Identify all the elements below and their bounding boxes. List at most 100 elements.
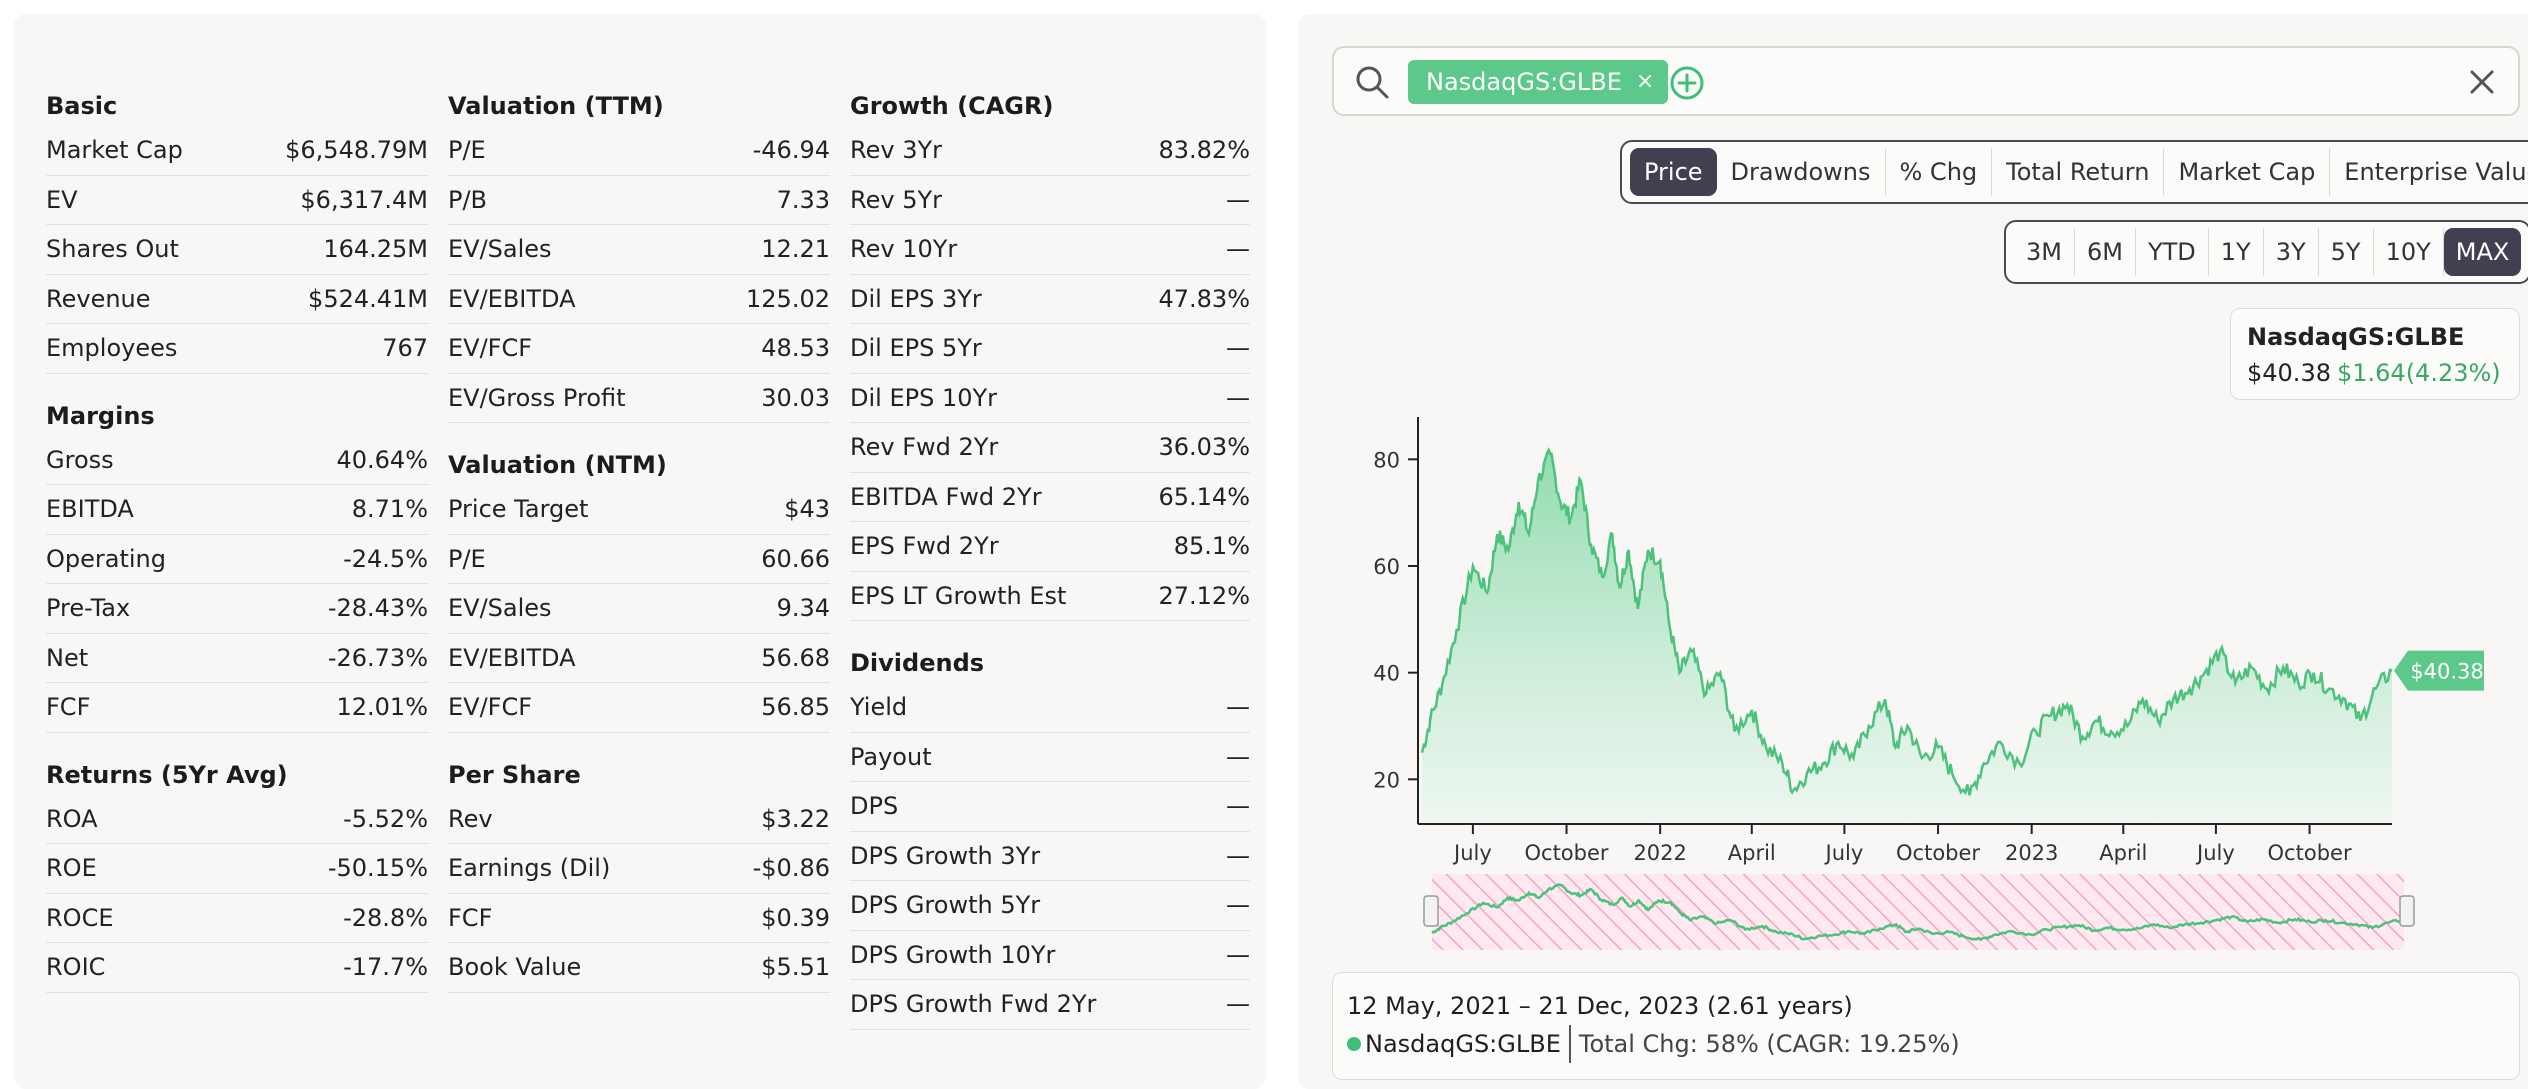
tab-price[interactable]: Price [1630, 148, 1717, 196]
stat-row-dil-eps-10yr: Dil EPS 10Yr — [850, 374, 1250, 423]
stat-value: $524.41M [308, 284, 428, 313]
ticker-chip[interactable]: NasdaqGS:GLBE × [1408, 60, 1669, 104]
stat-row-ebitda-fwd-2yr: EBITDA Fwd 2Yr 65.14% [850, 473, 1250, 522]
range-1y[interactable]: 1Y [2209, 228, 2264, 276]
ticker-search-bar[interactable]: NasdaqGS:GLBE × [1332, 46, 2520, 116]
stat-label: EV/Sales [448, 594, 552, 622]
tab-drawdowns[interactable]: Drawdowns [1717, 148, 1886, 196]
stat-label: Book Value [448, 953, 582, 981]
stat-row-ev-sales: EV/Sales 12.21 [448, 225, 830, 275]
price-area [1422, 450, 2392, 822]
stat-label: DPS Growth 10Yr [850, 940, 1056, 969]
stat-value: 8.71% [351, 495, 428, 523]
stat-value: $6,548.79M [285, 136, 428, 164]
range-6m[interactable]: 6M [2075, 228, 2136, 276]
stat-row-price-target: Price Target $43 [448, 485, 830, 535]
stat-label: Employees [46, 334, 178, 362]
summary-line: NasdaqGS:GLBE Total Chg: 58% (CAGR: 19.2… [1347, 1025, 2505, 1063]
stat-row-p-e: P/E 60.66 [448, 535, 830, 584]
tab-pct-chg[interactable]: % Chg [1886, 148, 1993, 196]
x-tick-label: October [1896, 841, 1980, 865]
x-tick-label: July [2195, 841, 2235, 865]
stat-value: $0.39 [761, 903, 830, 932]
quote-line: $40.38 $1.64(4.23%) [2247, 355, 2503, 391]
range-5y[interactable]: 5Y [2319, 228, 2374, 276]
stat-row-p-b: P/B 7.33 [448, 176, 830, 225]
stat-label: DPS Growth 3Yr [850, 841, 1041, 870]
stat-value: 12.21 [761, 235, 830, 263]
remove-ticker-icon[interactable]: × [1635, 69, 1655, 94]
stat-value: 9.34 [776, 594, 830, 622]
stat-label: ROIC [46, 953, 106, 981]
add-ticker-icon[interactable] [1668, 64, 1706, 102]
stat-value: — [1226, 990, 1250, 1018]
stat-row-dil-eps-5yr: Dil EPS 5Yr — [850, 324, 1250, 374]
section-title-per-share: Per Share [448, 760, 581, 789]
stat-value: -$0.86 [752, 854, 830, 882]
stat-label: Revenue [46, 284, 151, 313]
stat-value: 65.14% [1158, 482, 1250, 511]
date-range-text: 12 May, 2021 – 21 Dec, 2023 (2.61 years) [1347, 992, 1853, 1020]
stat-row-roe: ROE -50.15% [46, 844, 428, 894]
navigator-left-handle[interactable] [1423, 895, 1439, 927]
range-summary-card: 12 May, 2021 – 21 Dec, 2023 (2.61 years)… [1332, 972, 2520, 1080]
stat-label: Shares Out [46, 235, 179, 263]
stat-row-book-value: Book Value $5.51 [448, 943, 830, 993]
y-tick-label: 80 [1373, 448, 1400, 472]
ticker-chip-label: NasdaqGS:GLBE [1426, 68, 1622, 96]
range-3m[interactable]: 3M [2014, 228, 2075, 276]
navigator-line [1431, 883, 2405, 942]
stat-value: -24.5% [343, 544, 428, 573]
stats-column-1: Basic Market Cap $6,548.79M EV $6,317.4M Shar… [46, 78, 428, 993]
stat-row-gross: Gross 40.64% [46, 436, 428, 485]
y-tick-label: 20 [1373, 768, 1400, 792]
range-3y[interactable]: 3Y [2264, 228, 2319, 276]
x-tick-label: October [1525, 841, 1609, 865]
stat-label: Yield [850, 693, 908, 721]
section-title-valuation-ntm: Valuation (NTM) [448, 451, 667, 479]
x-tick-label: July [1452, 841, 1492, 865]
stat-value: — [1226, 185, 1250, 214]
clear-search-icon[interactable] [2466, 66, 2498, 98]
quote-change: $1.64(4.23%) [2336, 359, 2501, 387]
stat-label: FCF [46, 693, 91, 721]
tab-total-return[interactable]: Total Return [1992, 148, 2165, 196]
navigator-right-handle[interactable] [2399, 895, 2415, 927]
stat-row-rev: Rev $3.22 [448, 795, 830, 844]
tab-market-cap[interactable]: Market Cap [2164, 148, 2331, 196]
tab-enterprise-value[interactable]: Enterprise Value [2344, 158, 2528, 186]
range-max[interactable]: MAX [2443, 228, 2522, 276]
stat-value: -26.73% [327, 643, 428, 672]
total-change-text: Total Chg: 58% (CAGR: 19.25%) [1578, 1030, 1960, 1058]
stat-row-operating: Operating -24.5% [46, 535, 428, 584]
section-title-margins: Margins [46, 401, 155, 430]
price-chart[interactable]: 20 40 60 80 July October 2022 April July October 2… [1298, 14, 2528, 964]
stat-row-ev-fcf: EV/FCF 56.85 [448, 683, 830, 733]
stat-label: EPS LT Growth Est [850, 581, 1067, 610]
stat-value: -50.15% [327, 854, 428, 882]
stat-value: 56.68 [761, 643, 830, 672]
y-tick-label: 40 [1373, 662, 1400, 686]
series-color-dot [1347, 1037, 1361, 1051]
stat-row-dps-growth-5yr: DPS Growth 5Yr — [850, 881, 1250, 931]
stat-value: — [1226, 792, 1250, 820]
stat-row-revenue: Revenue $524.41M [46, 275, 428, 324]
stat-value: 125.02 [746, 284, 830, 313]
y-tick-label: 60 [1373, 555, 1400, 579]
stat-label: ROCE [46, 903, 114, 932]
stat-value: 7.33 [776, 185, 830, 214]
price-line [1420, 447, 2393, 796]
stat-label: EV/FCF [448, 693, 533, 721]
range-10y[interactable]: 10Y [2374, 228, 2444, 276]
range-navigator[interactable] [1432, 874, 2404, 950]
stat-row-roce: ROCE -28.8% [46, 894, 428, 943]
stat-value: $5.51 [761, 953, 830, 981]
stat-value: -17.7% [343, 953, 428, 981]
stat-label: EBITDA [46, 495, 134, 523]
stat-value: -28.8% [343, 903, 428, 932]
x-tick-label: October [2268, 841, 2352, 865]
stat-label: EV/EBITDA [448, 284, 576, 313]
stat-row-dps-growth-3yr: DPS Growth 3Yr — [850, 832, 1250, 881]
stat-row-yield: Yield — [850, 683, 1250, 733]
range-ytd[interactable]: YTD [2136, 228, 2209, 276]
